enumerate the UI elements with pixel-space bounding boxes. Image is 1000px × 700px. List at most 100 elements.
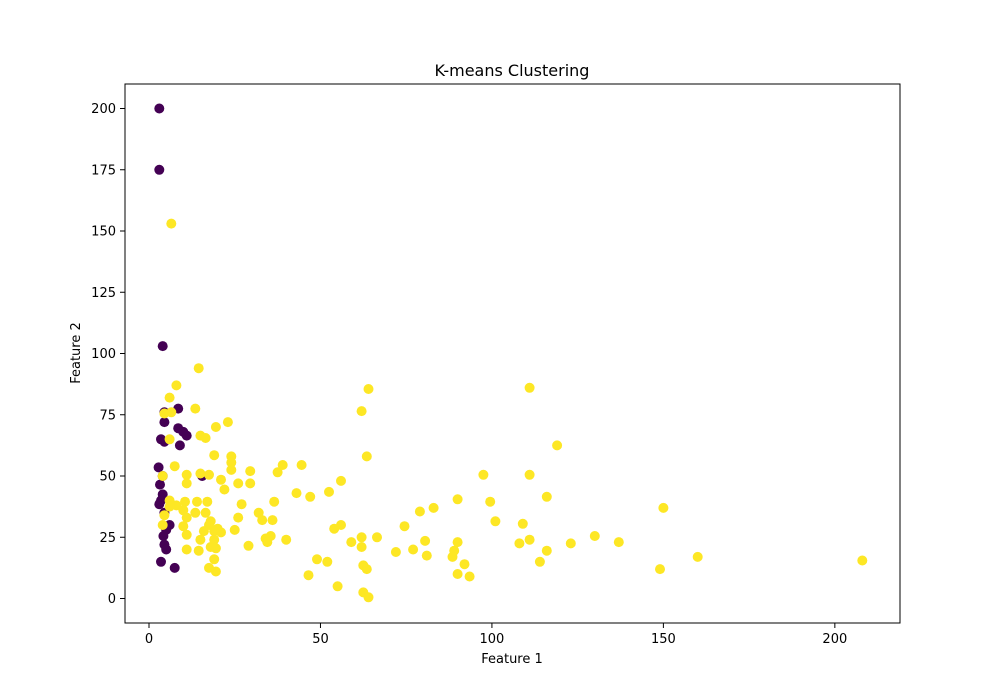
- data-point: [420, 535, 431, 546]
- data-point: [613, 537, 624, 548]
- data-point: [195, 468, 206, 479]
- data-point: [692, 551, 703, 562]
- data-point: [169, 562, 180, 573]
- data-point: [305, 491, 316, 502]
- data-point: [541, 545, 552, 556]
- data-point: [153, 462, 164, 473]
- data-point: [159, 417, 170, 428]
- chart-title: K-means Clustering: [435, 61, 590, 80]
- data-point: [169, 461, 180, 472]
- data-point: [361, 564, 372, 575]
- data-point: [322, 556, 333, 567]
- data-point: [524, 469, 535, 480]
- data-point: [180, 496, 190, 507]
- data-point: [452, 569, 463, 579]
- data-point: [658, 502, 669, 513]
- y-tick-label: 75: [99, 408, 116, 423]
- data-point: [233, 478, 244, 489]
- data-point: [195, 534, 206, 545]
- data-point: [243, 540, 254, 551]
- data-point: [166, 218, 177, 229]
- plot-background: [125, 84, 900, 623]
- y-tick-label: 125: [91, 286, 116, 301]
- data-point: [356, 406, 367, 417]
- data-point: [171, 380, 182, 391]
- y-tick-label: 200: [91, 102, 116, 117]
- plot-frame: [124, 83, 901, 624]
- data-point: [291, 488, 302, 499]
- data-point: [565, 538, 576, 549]
- x-tick-label: 150: [651, 632, 676, 647]
- data-point: [164, 501, 175, 512]
- data-point: [428, 502, 439, 513]
- data-point: [414, 506, 425, 517]
- data-point: [296, 460, 307, 470]
- data-point: [452, 494, 463, 505]
- data-point: [200, 433, 211, 443]
- x-axis-ticks: 0 50 100 150 200: [145, 623, 847, 647]
- data-point: [154, 103, 165, 114]
- x-tick-label: 100: [480, 632, 505, 647]
- data-point: [390, 547, 401, 557]
- data-point: [210, 566, 221, 577]
- data-point: [157, 471, 168, 481]
- data-point: [209, 450, 220, 461]
- data-point: [181, 544, 192, 555]
- data-point: [361, 451, 372, 462]
- data-point: [277, 460, 288, 470]
- data-point: [216, 527, 226, 538]
- data-point: [161, 544, 172, 555]
- data-point: [514, 538, 525, 549]
- data-point: [193, 545, 204, 556]
- data-point: [156, 556, 166, 567]
- data-point: [524, 382, 535, 393]
- data-point: [178, 521, 189, 532]
- data-point: [226, 457, 237, 468]
- data-point: [210, 543, 221, 554]
- data-point: [272, 467, 283, 478]
- data-point: [181, 512, 192, 523]
- data-point: [262, 537, 273, 548]
- y-tick-label: 175: [91, 163, 116, 178]
- data-point: [155, 479, 165, 490]
- data-point: [190, 403, 201, 414]
- data-point: [245, 478, 256, 489]
- x-tick-label: 0: [145, 632, 153, 647]
- y-tick-label: 25: [99, 531, 116, 546]
- data-point: [464, 571, 475, 582]
- data-point: [222, 417, 233, 428]
- x-tick-label: 50: [312, 632, 329, 647]
- data-point: [332, 581, 343, 592]
- data-point: [200, 507, 211, 518]
- data-point: [219, 484, 230, 495]
- data-point: [534, 556, 545, 567]
- data-point: [181, 478, 192, 489]
- y-tick-label: 50: [99, 470, 116, 485]
- data-point: [193, 363, 204, 374]
- data-point: [154, 164, 165, 175]
- data-point: [589, 531, 600, 541]
- data-point: [459, 559, 470, 570]
- data-point: [485, 496, 496, 507]
- data-point: [257, 515, 268, 526]
- data-point: [336, 475, 346, 486]
- data-point: [192, 496, 202, 507]
- data-point: [157, 520, 168, 530]
- x-axis-title: Feature 1: [481, 652, 543, 667]
- data-point: [517, 518, 528, 529]
- data-point: [198, 526, 209, 537]
- data-point: [210, 422, 221, 432]
- data-point: [452, 537, 463, 548]
- data-point: [229, 524, 240, 535]
- data-point: [267, 515, 278, 526]
- data-point: [490, 516, 501, 527]
- data-point: [181, 430, 192, 441]
- data-point: [181, 469, 192, 480]
- data-point: [541, 491, 552, 502]
- x-tick-label: 200: [822, 632, 847, 647]
- y-axis-title: Feature 2: [69, 322, 84, 384]
- data-point: [363, 592, 374, 603]
- data-point: [233, 512, 244, 523]
- data-point: [421, 550, 432, 561]
- y-tick-label: 100: [91, 347, 116, 362]
